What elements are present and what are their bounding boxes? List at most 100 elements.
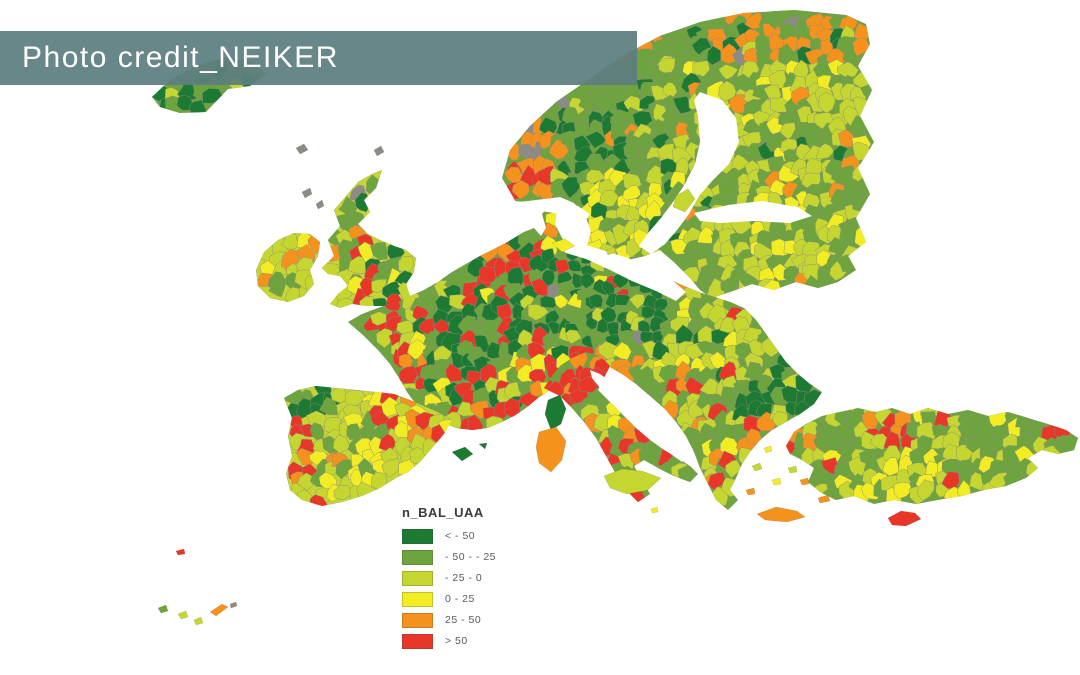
map-region-cell bbox=[725, 459, 743, 479]
sea-baltic-sea bbox=[558, 241, 686, 301]
map-region-cell bbox=[629, 294, 647, 310]
island-malta bbox=[650, 506, 659, 514]
map-region-cell bbox=[188, 99, 207, 113]
island-gotland bbox=[672, 188, 696, 213]
legend-label: > 50 bbox=[445, 635, 468, 647]
map-region-cell bbox=[176, 94, 193, 111]
map-region-cell bbox=[779, 122, 796, 140]
map-region-cell bbox=[818, 92, 836, 114]
map-region-cell bbox=[394, 420, 409, 438]
map-region-cell bbox=[706, 45, 725, 66]
legend-swatch bbox=[402, 633, 433, 649]
landmass-iberia bbox=[284, 386, 452, 506]
island-canary-5 bbox=[229, 601, 238, 609]
map-region-cell bbox=[815, 143, 835, 160]
map-region-cell bbox=[638, 447, 657, 465]
island-sicily bbox=[603, 468, 662, 495]
legend-swatch bbox=[402, 591, 433, 607]
island-mallorca bbox=[451, 446, 474, 462]
map-region-cell bbox=[580, 272, 596, 289]
map-region-cell bbox=[566, 308, 581, 323]
map-legend: n_BAL_UAA < - 50 - 50 - - 25 - 25 - 0 0 - 2… bbox=[402, 505, 592, 655]
island-bornholm bbox=[605, 246, 617, 256]
map-region-cell bbox=[707, 472, 725, 490]
island-aegean-1 bbox=[751, 462, 763, 472]
map-region-cell bbox=[370, 242, 388, 261]
island-aegean-2 bbox=[771, 477, 782, 486]
legend-label: - 50 - - 25 bbox=[445, 551, 497, 563]
map-region-cell bbox=[585, 131, 607, 149]
map-region-cell bbox=[371, 471, 388, 491]
legend-swatch bbox=[402, 612, 433, 628]
map-region-cell bbox=[595, 95, 619, 114]
map-region-cell bbox=[201, 88, 223, 104]
map-region-cell bbox=[729, 93, 749, 114]
map-region-cell bbox=[307, 233, 320, 254]
map-region-cell bbox=[335, 459, 353, 480]
sea-skagerrak bbox=[504, 200, 590, 224]
map-region-cell bbox=[479, 265, 497, 283]
map-region-cell bbox=[837, 61, 859, 79]
map-region-cell bbox=[830, 188, 848, 209]
photo-credit-text: Photo credit_NEIKER bbox=[22, 41, 339, 74]
map-region-cell bbox=[658, 57, 676, 74]
map-region-cell bbox=[281, 233, 299, 251]
map-region-cell bbox=[565, 329, 582, 345]
legend-item: 25 - 50 bbox=[402, 612, 592, 628]
map-region-cell bbox=[381, 458, 401, 478]
legend-label: - 25 - 0 bbox=[445, 572, 483, 584]
map-region-cell bbox=[824, 434, 844, 454]
map-region-cell bbox=[720, 436, 740, 456]
map-region-cell bbox=[756, 229, 773, 247]
island-aegean-5 bbox=[763, 445, 773, 454]
island-hebrides-2 bbox=[315, 199, 325, 210]
map-region-cell bbox=[625, 205, 641, 224]
island-canary-4 bbox=[209, 603, 229, 617]
map-region-cell bbox=[268, 280, 286, 297]
map-region-cell bbox=[332, 434, 351, 454]
legend-label: < - 50 bbox=[445, 530, 476, 542]
landmass-ireland bbox=[256, 233, 320, 302]
map-region-cell bbox=[588, 293, 604, 308]
map-region-cell bbox=[598, 341, 621, 361]
legend-swatch bbox=[402, 570, 433, 586]
island-aegean-4 bbox=[787, 465, 798, 474]
legend-label: 0 - 25 bbox=[445, 593, 475, 605]
legend-item: < - 50 bbox=[402, 528, 592, 544]
map-region-cell bbox=[344, 389, 367, 409]
legend-item: > 50 bbox=[402, 633, 592, 649]
island-sardinia bbox=[535, 426, 567, 473]
map-region-cell bbox=[675, 157, 690, 176]
map-region-cell bbox=[485, 415, 505, 435]
map-region-cell bbox=[778, 164, 800, 183]
map-region-cell bbox=[585, 169, 607, 184]
island-hebrides-1 bbox=[301, 187, 313, 199]
legend-swatch bbox=[402, 549, 433, 565]
map-region-cell bbox=[744, 11, 763, 30]
legend-swatch bbox=[402, 528, 433, 544]
map-region-cell bbox=[539, 295, 558, 309]
island-canary-2 bbox=[177, 610, 189, 620]
map-region-cell bbox=[893, 481, 913, 500]
legend-item: - 25 - 0 bbox=[402, 570, 592, 586]
map-region-cell bbox=[304, 275, 320, 295]
map-region-cell bbox=[839, 222, 854, 244]
map-region-cell bbox=[422, 292, 442, 310]
map-region-cell bbox=[511, 180, 530, 200]
map-region-cell bbox=[557, 281, 571, 297]
map-region-cell bbox=[398, 255, 414, 274]
map-region-cell bbox=[322, 262, 340, 278]
map-region-cell bbox=[769, 179, 788, 196]
map-region-cell bbox=[398, 354, 414, 369]
island-canary-3 bbox=[193, 616, 204, 626]
map-region-cell bbox=[343, 412, 365, 430]
map-region-cell bbox=[661, 351, 677, 369]
photo-credit-banner: Photo credit_NEIKER bbox=[0, 31, 637, 85]
island-corsica bbox=[544, 394, 567, 431]
island-faroe bbox=[295, 143, 309, 155]
map-region-cell bbox=[870, 433, 889, 451]
map-region-cell bbox=[502, 142, 522, 161]
island-cyprus bbox=[887, 510, 922, 527]
island-aegean-6 bbox=[799, 477, 810, 486]
